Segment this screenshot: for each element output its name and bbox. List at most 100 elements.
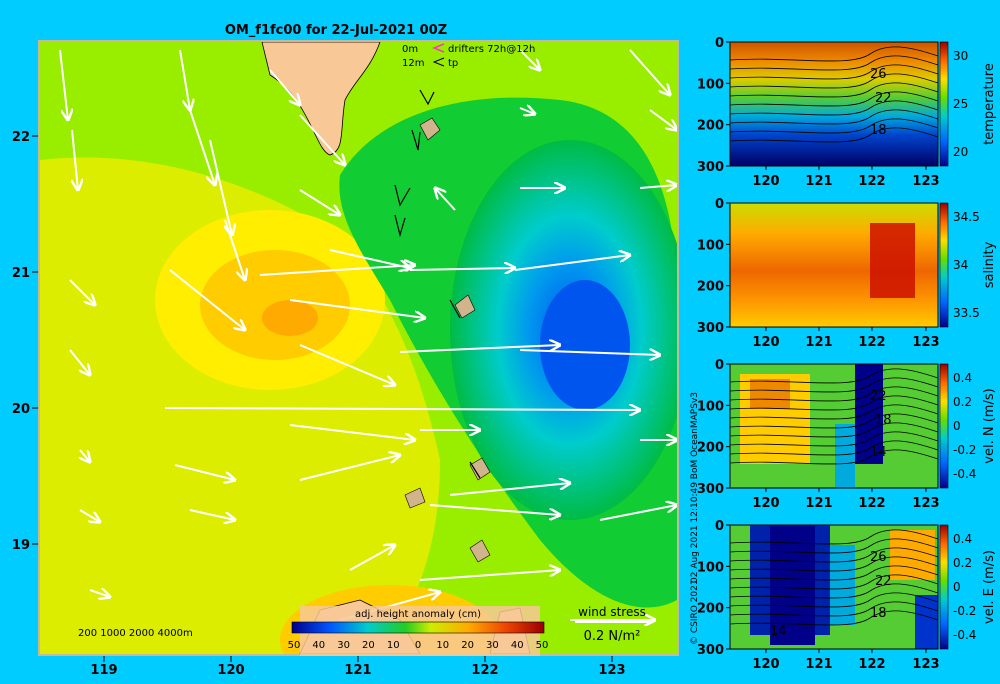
section-panels: 26 22 18 0 100 200 300 120 121 122 123 30 25 20 temper… xyxy=(697,36,997,672)
isotherm-line xyxy=(729,91,939,107)
westward-flow-core xyxy=(770,525,815,645)
island xyxy=(404,487,426,509)
southward-flow-edge xyxy=(835,424,855,488)
isotherm-line xyxy=(729,127,939,143)
isotherm-line xyxy=(729,610,939,626)
contour-label: 26 xyxy=(870,67,887,82)
isotherm-line xyxy=(729,46,939,62)
legend-tp: tp xyxy=(448,58,458,69)
colorbar-tick-label: -0.2 xyxy=(953,443,976,457)
lon-tick-label: 121 xyxy=(344,663,371,678)
section-frame xyxy=(729,202,939,328)
colorbar-tick-label: 33.5 xyxy=(953,306,980,320)
drifter-legend-icon xyxy=(431,43,445,53)
westward-flow-edge xyxy=(830,545,855,625)
main-map: 0m 12m drifters 72h@12h tp 200 1000 2000… xyxy=(38,40,679,656)
lon-tick-label: 123 xyxy=(912,657,939,672)
contour-label: 18 xyxy=(870,606,887,621)
isotherm-line xyxy=(729,100,939,116)
contour-label: 18 xyxy=(875,413,892,428)
contour-label: 14 xyxy=(870,445,887,460)
isotherm-line xyxy=(729,565,939,581)
depth-tick-label: 200 xyxy=(697,119,724,134)
depth-tick-label: 0 xyxy=(715,519,724,534)
wind-stress-label: wind stress xyxy=(578,605,646,619)
colorbar-tick-label: 0.2 xyxy=(953,556,972,570)
isotherm-line xyxy=(729,386,939,402)
colorbar-tick-label: 0.4 xyxy=(953,532,972,546)
depth-tick-label: 100 xyxy=(697,238,724,253)
depth-tick-label: 0 xyxy=(715,358,724,373)
colorbar-tick-label: 25 xyxy=(953,97,968,111)
lon-tick-label: 120 xyxy=(752,174,779,189)
isotherm-line xyxy=(729,404,939,420)
contour-label: 22 xyxy=(870,389,887,404)
depth-tick-label: 200 xyxy=(697,441,724,456)
colorbar-title: adj. height anomaly (cm) xyxy=(355,609,481,620)
depth-tick-label: 300 xyxy=(697,482,724,497)
section-ylabel: salinity xyxy=(982,241,997,288)
depth-tick-label: 100 xyxy=(697,77,724,92)
lon-ticks: 119 120 121 122 123 xyxy=(90,656,626,678)
island xyxy=(454,294,476,319)
lon-tick-label: 123 xyxy=(912,335,939,350)
lat-tick-label: 22 xyxy=(12,130,30,145)
isotherm-line xyxy=(729,395,939,411)
tp-legend-icon xyxy=(432,57,445,67)
isotherm-line xyxy=(729,529,939,545)
section-ylabel: vel. N (m/s) xyxy=(982,388,997,463)
isotherm-line xyxy=(729,422,939,438)
island xyxy=(469,457,491,481)
section-ylabel: vel. E (m/s) xyxy=(982,550,997,624)
lon-tick-label: 121 xyxy=(805,335,832,350)
warm-eddy-core xyxy=(262,300,318,336)
depth-tick-label: 100 xyxy=(697,399,724,414)
lon-tick-label: 120 xyxy=(752,657,779,672)
drifter-tracks xyxy=(394,89,481,479)
lon-tick-label: 121 xyxy=(805,496,832,511)
section-vel-n: 22 18 14 0 100 200 300 120 121 122 123 0.4 0.2 0 -0.2 -… xyxy=(697,358,997,511)
lon-tick-label: 121 xyxy=(805,657,832,672)
colorbar-tick-label: -0.2 xyxy=(953,604,976,618)
isotherm-line xyxy=(729,601,939,617)
lon-tick-label: 123 xyxy=(912,496,939,511)
colorbar-tick-label: 34.5 xyxy=(953,210,980,224)
section-frame xyxy=(729,41,939,167)
colorbar-tick-label: 50 xyxy=(288,640,301,651)
colorbar-tick-label: 0.4 xyxy=(953,371,972,385)
contour-label: 22 xyxy=(875,574,892,589)
depth-tick-label: 100 xyxy=(697,560,724,575)
section-ylabel: temperature xyxy=(982,63,997,145)
isotherm-line xyxy=(729,64,939,80)
timestamp: 02 Aug 2021 12:10:49 BoM OceanMAPSv3 xyxy=(690,392,700,583)
colorbar-tick-label: 30 xyxy=(337,640,350,651)
colorbar-tick-label: 0 xyxy=(953,419,961,433)
isotherm-line xyxy=(729,440,939,456)
depth-tick-label: 300 xyxy=(697,643,724,658)
colorbar-tick-label: 50 xyxy=(536,640,549,651)
depth-legend: 200 1000 2000 4000m xyxy=(78,628,193,639)
colorbar-tick-label: 10 xyxy=(436,640,449,651)
section-frame xyxy=(729,524,939,650)
wind-stress-scale: 0.2 N/m² xyxy=(584,629,641,644)
depth-tick-label: 200 xyxy=(697,280,724,295)
eastward-flow-patch xyxy=(890,530,935,580)
colorbar-tick-label: 30 xyxy=(953,49,968,63)
depth-tick-label: 200 xyxy=(697,602,724,617)
contour-label: 22 xyxy=(875,91,892,106)
colorbar-bar xyxy=(291,621,545,634)
depth-tick-label: 300 xyxy=(697,321,724,336)
colorbar-tick-label: 20 xyxy=(461,640,474,651)
isotherm-line xyxy=(729,377,939,393)
island xyxy=(469,539,491,563)
lat-ticks: 22 21 20 19 xyxy=(12,130,38,553)
northward-flow-core xyxy=(750,379,790,409)
westward-flow-deep xyxy=(915,595,938,649)
lon-tick-label: 122 xyxy=(858,174,885,189)
lat-tick-label: 21 xyxy=(12,266,30,281)
colorbar-tick-label: 10 xyxy=(387,640,400,651)
contour-label: 14 xyxy=(770,624,787,639)
lon-tick-label: 122 xyxy=(858,657,885,672)
section-colorbar xyxy=(939,41,949,167)
colorbar-tick-label: 0 xyxy=(953,580,961,594)
